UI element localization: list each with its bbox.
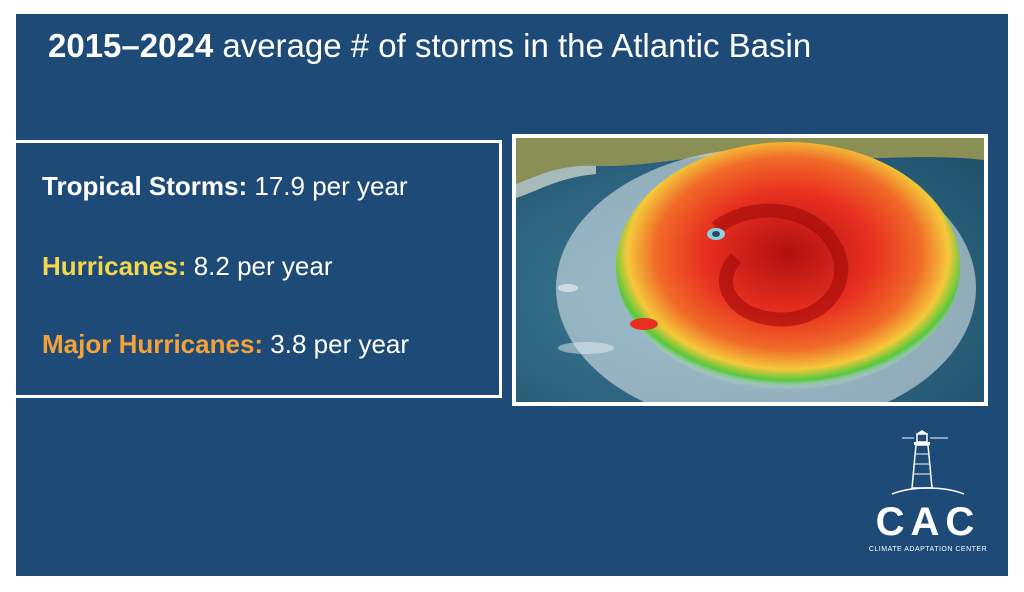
hurricane-satellite-icon xyxy=(516,138,984,402)
stat-label: Major Hurricanes: xyxy=(42,329,264,359)
stat-value: 17.9 per year xyxy=(247,171,408,201)
stats-box: Tropical Storms: 17.9 per year Hurricane… xyxy=(16,140,502,398)
stat-value: 3.8 per year xyxy=(263,329,410,359)
cac-logo: CAC CLIMATE ADAPTATION CENTER xyxy=(869,430,987,558)
logo-name: CLIMATE ADAPTATION CENTER xyxy=(868,546,988,553)
slide: 2015–2024 average # of storms in the Atl… xyxy=(16,14,1008,576)
logo-acronym: CAC xyxy=(875,500,981,544)
lighthouse-icon xyxy=(891,430,965,495)
stat-tropical-storms: Tropical Storms: 17.9 per year xyxy=(42,171,408,202)
stat-label: Hurricanes: xyxy=(42,251,187,281)
stat-label: Tropical Storms: xyxy=(42,171,248,201)
hurricane-satellite-image xyxy=(512,134,988,406)
title-years: 2015–2024 xyxy=(48,27,214,64)
stat-value: 8.2 per year xyxy=(186,251,333,281)
stat-major-hurricanes: Major Hurricanes: 3.8 per year xyxy=(42,329,409,360)
slide-title: 2015–2024 average # of storms in the Atl… xyxy=(48,20,811,72)
title-text: average # of storms in the Atlantic Basi… xyxy=(213,27,812,64)
stat-hurricanes: Hurricanes: 8.2 per year xyxy=(42,251,332,282)
